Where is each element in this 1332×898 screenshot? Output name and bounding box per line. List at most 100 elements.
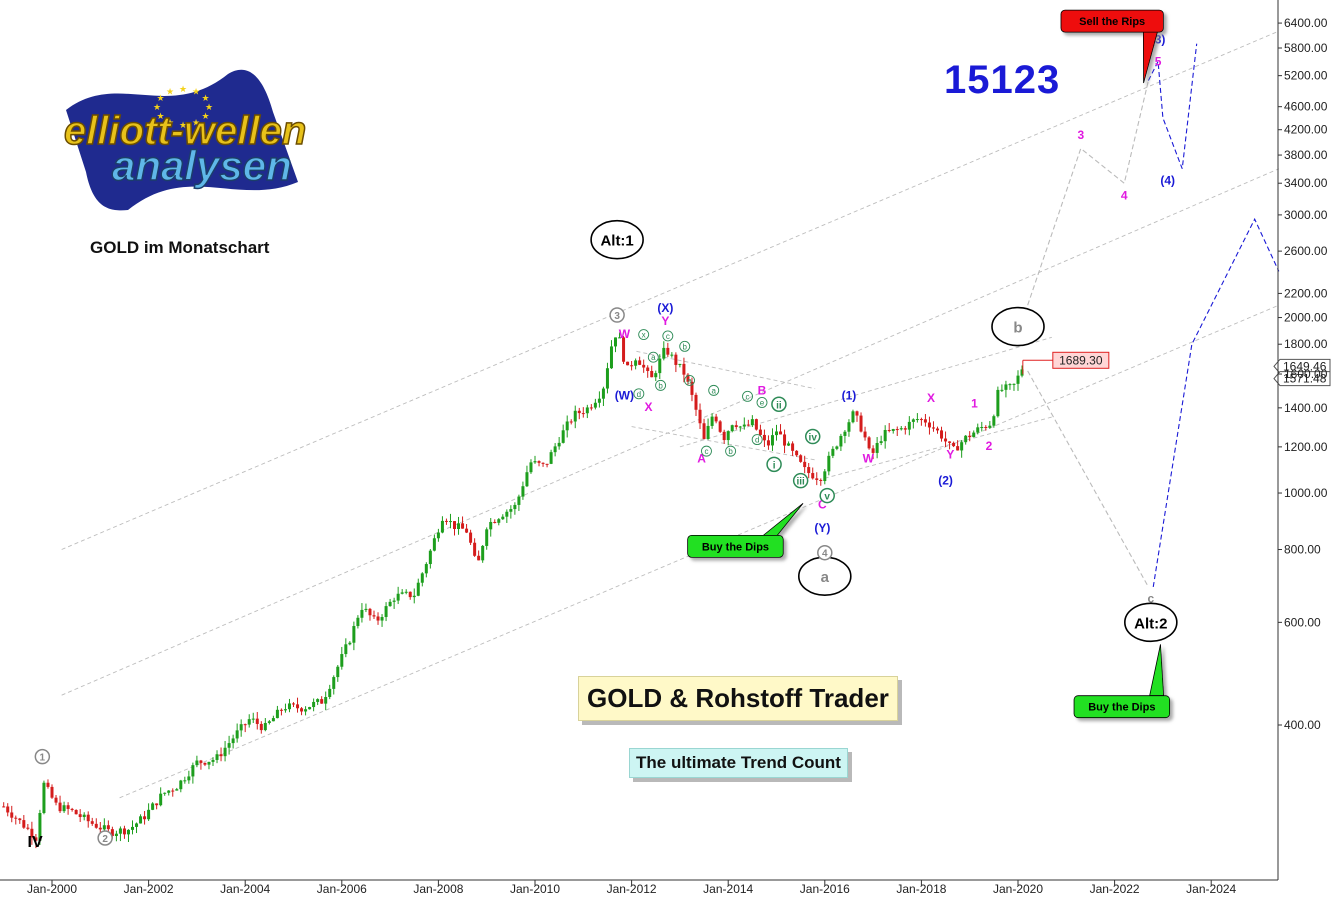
candle-body [650, 371, 654, 378]
wave-label-text: W [619, 327, 631, 341]
candle-body [605, 368, 609, 389]
candle-body [66, 805, 70, 809]
candle-body [960, 442, 964, 451]
candle-body [980, 427, 984, 429]
wave-circle [771, 396, 787, 413]
wave-label: 5 [1155, 55, 1162, 69]
wave-label: d [633, 388, 645, 400]
candle-body [581, 413, 585, 415]
y-tick-label: 2000.00 [1284, 311, 1328, 325]
candle-body [517, 496, 521, 505]
wave-label: A [697, 452, 706, 466]
candle-body [815, 478, 819, 480]
wave-label: (1) [842, 389, 857, 403]
candle-body [336, 666, 340, 678]
candle-body [952, 442, 956, 447]
candle-body [175, 789, 179, 791]
wave-label: d [751, 434, 763, 446]
wave-label-text: (X) [657, 301, 673, 315]
candle-body [215, 754, 219, 760]
candle-body [541, 462, 545, 464]
candle-body [823, 471, 827, 482]
x-tick-label: Jan-2018 [896, 882, 946, 896]
candle-body [54, 797, 58, 803]
candle-body [614, 337, 617, 347]
logo-graphic: ★★★★★★★★★ ★ ★★ elliott-wellen analysen [63, 69, 307, 211]
wave-label: v [819, 487, 835, 504]
wave-circle [647, 351, 659, 363]
wave-circle [655, 379, 667, 391]
y-tick-label: 800.00 [1284, 543, 1321, 557]
wave-label: X [927, 391, 935, 405]
candle-body [718, 421, 722, 432]
candle-body [493, 521, 497, 523]
candle-body [332, 677, 336, 689]
candle-body [304, 709, 308, 712]
candle-body [927, 422, 931, 428]
callout: Sell the Rips [1060, 9, 1164, 84]
wave-label-text: Alt:1 [600, 233, 633, 250]
eu-flag-icon [66, 69, 298, 211]
wave-label: a [684, 374, 696, 386]
candle-body [807, 467, 811, 474]
y-tick-label: 1600.00 [1284, 367, 1328, 381]
candle-body [396, 593, 400, 601]
candle-body [151, 803, 155, 810]
candle-body [18, 818, 22, 821]
wave-label-text: 4 [1121, 189, 1128, 203]
candle-body [211, 759, 215, 762]
x-tick-label: Jan-2008 [413, 882, 463, 896]
callout-text: Buy the Dips [1088, 702, 1155, 714]
wave-circle [34, 748, 51, 765]
candle-body [883, 429, 887, 442]
candle-body [923, 419, 927, 423]
wave-label-text: (Y) [814, 521, 830, 535]
candle-body [432, 538, 436, 551]
candle-body [1000, 389, 1004, 391]
wave-circle [679, 340, 691, 352]
candle-body [839, 435, 843, 447]
candle-body [775, 431, 778, 436]
price-marker-text: 1689.30 [1059, 353, 1103, 367]
candle-body [364, 608, 368, 610]
candle-body [714, 416, 718, 422]
candle-body [1008, 384, 1012, 386]
star-icon: ★ [205, 102, 213, 112]
wave-label: a [708, 384, 720, 396]
candle-body [94, 823, 98, 828]
wave-label-text: (4) [1160, 174, 1175, 188]
candle-body [62, 805, 66, 812]
y-tick-label: 3000.00 [1284, 208, 1328, 222]
wave-label: 1 [34, 748, 51, 765]
candle-body [412, 595, 416, 598]
candle-body [376, 616, 380, 621]
candle-body [903, 428, 907, 430]
candle-body [271, 718, 275, 722]
candle-body [984, 427, 988, 429]
candle-body [179, 780, 183, 790]
candle-body [597, 398, 601, 403]
wave-label-text: d [755, 436, 759, 445]
candle-body [312, 701, 316, 708]
candle-body [46, 782, 50, 787]
wave-label-text: a [651, 353, 656, 362]
candle-body [356, 617, 360, 627]
candle-body [183, 780, 187, 782]
wave-label: a [797, 556, 852, 596]
candle-body [513, 504, 517, 510]
candle-body [22, 820, 26, 828]
grey-path-up [1027, 80, 1149, 306]
star-icon: ★ [166, 118, 174, 128]
candle-body [686, 374, 690, 382]
callout-box [687, 534, 784, 558]
candle-body [408, 591, 412, 598]
candle-body [82, 814, 86, 818]
star-icon: ★ [179, 120, 187, 130]
candle-body [316, 699, 320, 702]
y-tick-label: 5800.00 [1284, 41, 1328, 55]
wave-label: iii [792, 472, 809, 489]
wave-label: ii [771, 396, 787, 413]
candle-body [819, 479, 823, 482]
wave-label-text: a [821, 569, 830, 586]
wave-label-text: 1 [40, 753, 46, 764]
